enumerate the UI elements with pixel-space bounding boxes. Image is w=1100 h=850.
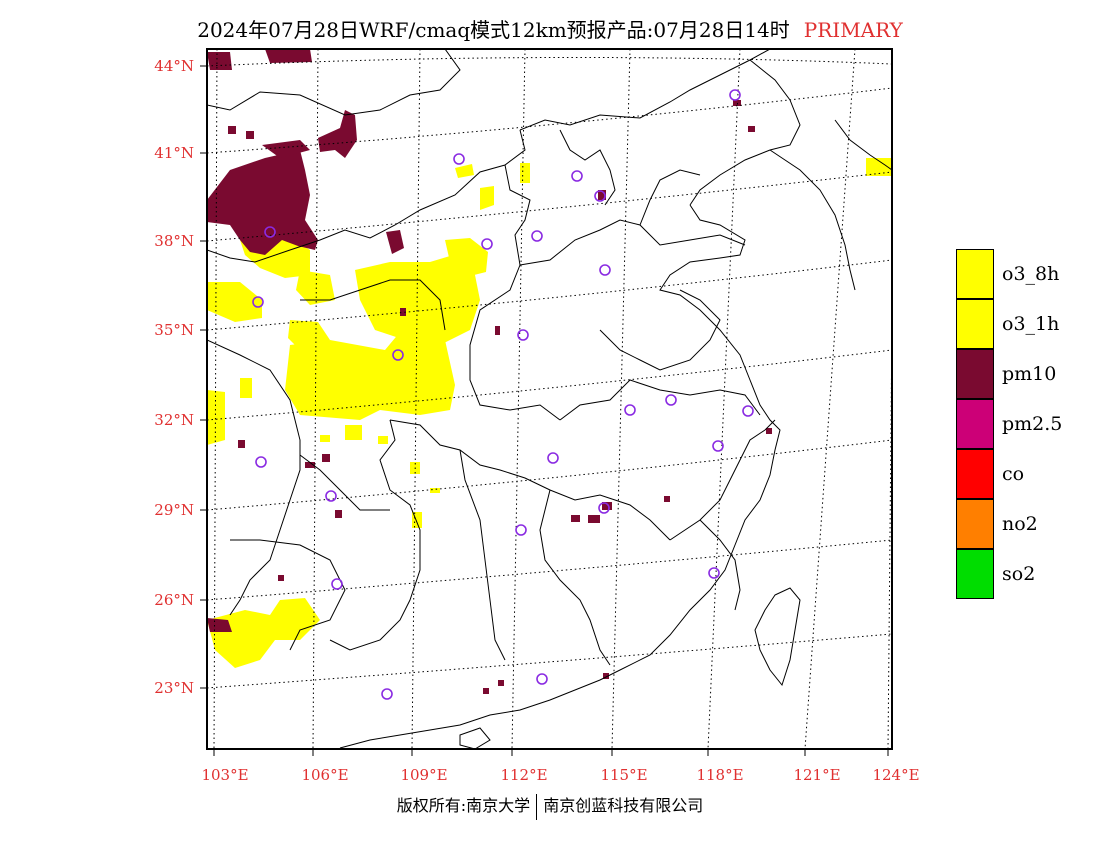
map-frame bbox=[206, 48, 893, 750]
copyright-left: 版权所有:南京大学 bbox=[396, 796, 531, 815]
graticule bbox=[207, 49, 892, 749]
legend-label: pm10 bbox=[1002, 363, 1057, 385]
legend-swatch bbox=[956, 399, 994, 449]
o3-region bbox=[207, 158, 892, 668]
legend-swatch bbox=[956, 249, 994, 299]
boundaries bbox=[207, 49, 801, 666]
legend-label: pm2.5 bbox=[1002, 413, 1063, 435]
lon-label: 106°E bbox=[301, 766, 349, 784]
lat-label: 26°N bbox=[154, 591, 194, 609]
legend-label: o3_1h bbox=[1002, 313, 1060, 335]
legend-label: co bbox=[1002, 463, 1025, 485]
copyright-footer: 版权所有:南京大学 南京创蓝科技有限公司 bbox=[0, 792, 1100, 820]
legend-swatch bbox=[956, 549, 994, 599]
station-markers bbox=[252, 89, 754, 700]
lon-label: 121°E bbox=[793, 766, 841, 784]
legend-swatch bbox=[956, 499, 994, 549]
lat-label: 38°N bbox=[154, 232, 194, 250]
lon-label: 118°E bbox=[696, 766, 744, 784]
legend-swatch bbox=[956, 449, 994, 499]
lon-label: 115°E bbox=[600, 766, 648, 784]
lon-label: 109°E bbox=[400, 766, 448, 784]
lat-label: 23°N bbox=[154, 679, 194, 697]
lat-label: 29°N bbox=[154, 501, 194, 519]
legend-label: so2 bbox=[1002, 563, 1036, 585]
legend-swatch bbox=[956, 299, 994, 349]
axis-ticks bbox=[200, 65, 889, 756]
lat-label: 35°N bbox=[154, 321, 194, 339]
lat-label: 41°N bbox=[154, 144, 194, 162]
pm10-region bbox=[207, 49, 772, 694]
map-title: 2024年07月28日WRF/cmaq模式12km预报产品:07月28日14时 P… bbox=[0, 14, 1100, 43]
legend-label: o3_8h bbox=[1002, 263, 1060, 285]
lon-label: 103°E bbox=[201, 766, 249, 784]
coastline bbox=[339, 119, 892, 749]
lon-label: 124°E bbox=[872, 766, 920, 784]
legend-swatch bbox=[956, 349, 994, 399]
legend-label: no2 bbox=[1002, 513, 1038, 535]
lon-label: 112°E bbox=[500, 766, 548, 784]
primary-tag: PRIMARY bbox=[803, 18, 903, 42]
footer-divider bbox=[536, 793, 538, 820]
title-text: 2024年07月28日WRF/cmaq模式12km预报产品:07月28日14时 bbox=[197, 18, 790, 42]
copyright-right: 南京创蓝科技有限公司 bbox=[543, 796, 704, 815]
lat-label: 32°N bbox=[154, 411, 194, 429]
lat-label: 44°N bbox=[154, 57, 194, 75]
